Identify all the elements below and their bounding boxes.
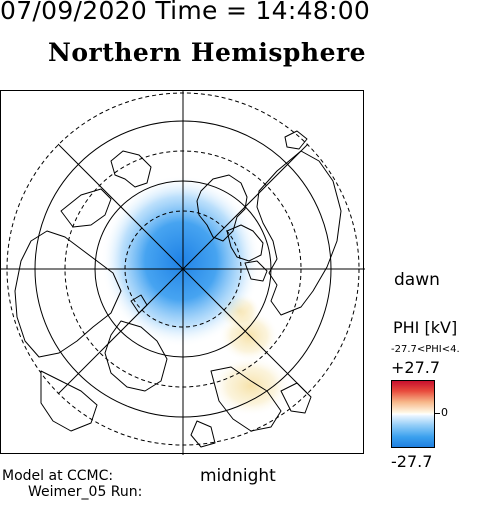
coast-europe bbox=[60, 188, 112, 228]
potential-field bbox=[101, 175, 291, 416]
footer-model-label: Model at CCMC: bbox=[2, 468, 114, 484]
colorbar-min-label: -27.7 bbox=[391, 452, 433, 471]
coast-alaska bbox=[280, 382, 312, 414]
colorbar bbox=[391, 380, 435, 448]
coast-greenland bbox=[196, 174, 248, 242]
coast-north-america bbox=[256, 150, 342, 316]
datetime-header: 07/09/2020 Time = 14:48:00 bbox=[0, 0, 371, 25]
coast-far-east bbox=[40, 370, 98, 432]
colorbar-zero-label: 0 bbox=[441, 406, 448, 419]
coastlines bbox=[14, 130, 342, 448]
coast-arctic-islands bbox=[226, 224, 264, 262]
coast-siberia bbox=[14, 230, 122, 358]
colorbar-zero-tick bbox=[435, 413, 440, 414]
coast-scandinavia bbox=[110, 150, 152, 188]
meridian-diag-2 bbox=[57, 143, 309, 395]
positive-cell-dusk bbox=[211, 356, 291, 416]
coast-arctic-island-2 bbox=[244, 260, 268, 282]
colorbar-title: PHI [kV] bbox=[393, 318, 458, 337]
coast-alaska-islands bbox=[284, 130, 308, 150]
grid-meridians bbox=[1, 91, 365, 455]
footer-run-label: Weimer_05 Run: bbox=[28, 484, 143, 500]
coast-bering-region bbox=[210, 366, 282, 432]
polar-map bbox=[1, 91, 365, 455]
coast-east-siberia bbox=[104, 320, 168, 392]
colorbar-range-text: -27.7<PHI<4. bbox=[391, 344, 460, 355]
plot-title: Northern Hemisphere bbox=[48, 38, 367, 67]
negative-cell bbox=[101, 175, 261, 347]
colorbar-max-label: +27.7 bbox=[391, 358, 441, 377]
polar-map-panel bbox=[0, 90, 365, 455]
coast-kamchatka bbox=[190, 420, 216, 448]
midnight-label: midnight bbox=[200, 466, 276, 486]
dawn-label: dawn bbox=[394, 270, 440, 290]
coast-island-small bbox=[130, 294, 148, 314]
